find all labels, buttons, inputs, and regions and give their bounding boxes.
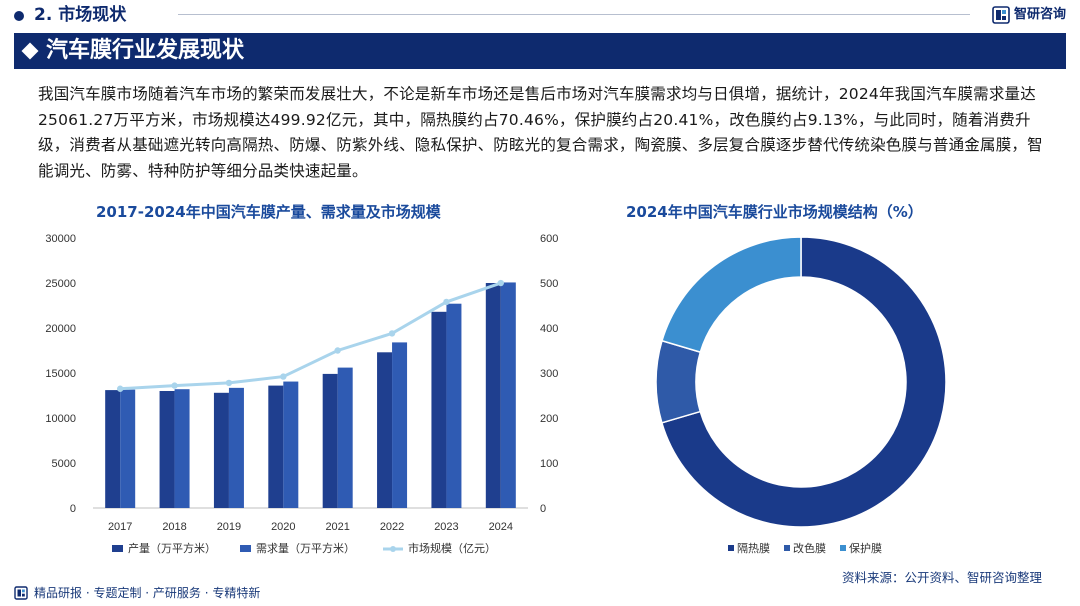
bar-demand — [337, 367, 353, 508]
y-right-tick-label: 600 — [540, 233, 558, 245]
bar-production — [213, 392, 229, 508]
y-left-tick-label: 0 — [70, 503, 76, 515]
brand-small-icon — [14, 586, 28, 600]
footer-services-text: 精品研报 · 专题定制 · 产研服务 · 专精特新 — [34, 586, 261, 600]
brand[interactable]: 智研咨询 — [992, 5, 1066, 25]
pie-chart-title: 2024年中国汽车膜行业市场规模结构（%） — [626, 203, 923, 221]
donut-legend-swatch — [784, 545, 790, 551]
bar-demand — [120, 389, 136, 508]
x-tick-label: 2017 — [108, 521, 132, 533]
donut-legend-swatch — [728, 545, 734, 551]
y-left-tick-label: 10000 — [45, 413, 76, 425]
donut-slice-3 — [661, 236, 802, 354]
header-divider — [178, 14, 970, 15]
x-tick-label: 2019 — [217, 521, 241, 533]
x-tick-label: 2024 — [489, 521, 513, 533]
bar-production — [485, 283, 501, 508]
market-size-point — [388, 330, 396, 337]
footer-services[interactable]: 精品研报 · 专题定制 · 产研服务 · 专精特新 — [14, 585, 260, 601]
donut-legend-label: 保护膜 — [849, 541, 882, 555]
legend-marker-market-size — [390, 546, 396, 552]
bar-demand — [446, 303, 462, 508]
x-tick-label: 2023 — [434, 521, 458, 533]
top-bar: 2. 市场现状 智研咨询 — [0, 0, 1080, 30]
y-right-tick-label: 0 — [540, 503, 546, 515]
x-tick-label: 2021 — [325, 521, 349, 533]
donut-legend-label: 隔热膜 — [737, 542, 770, 555]
bar-demand — [174, 389, 190, 508]
bar-production — [431, 311, 447, 508]
bullet-dot-icon — [14, 11, 24, 21]
market-size-point — [443, 298, 450, 306]
market-size-point — [116, 385, 124, 392]
bar-demand — [500, 282, 516, 508]
y-left-tick-label: 5000 — [52, 458, 76, 470]
bar-production — [268, 385, 284, 508]
legend-swatch-demand — [240, 545, 251, 552]
legend-label-market-size: 市场规模（亿元） — [408, 541, 496, 555]
donut-legend-swatch — [840, 545, 846, 551]
y-left-tick-label: 30000 — [45, 233, 76, 245]
legend-swatch-production — [112, 545, 123, 552]
bar-demand — [392, 342, 408, 508]
intro-paragraph: 我国汽车膜市场随着汽车市场的繁荣而发展壮大，不论是新车市场还是售后市场对汽车膜需… — [38, 85, 1043, 180]
bar-chart-title: 2017-2024年中国汽车膜产量、需求量及市场规模 — [96, 203, 441, 221]
bar-demand — [228, 387, 244, 508]
donut-slice-1 — [660, 236, 947, 528]
section-title: 2. 市场现状 — [34, 5, 127, 25]
market-size-point — [280, 373, 287, 380]
bar-production — [105, 390, 121, 508]
source-note: 资料来源：公开资料、智研咨询整理 — [841, 570, 1042, 585]
y-right-tick-label: 400 — [540, 323, 558, 335]
page-banner: 汽车膜行业发展现状 — [14, 33, 1066, 69]
bar-demand — [283, 381, 299, 508]
market-size-point — [334, 347, 341, 354]
bar-production — [159, 391, 175, 508]
y-right-tick-label: 300 — [540, 368, 558, 380]
bar-production — [377, 352, 393, 508]
donut-legend-label: 改色膜 — [793, 541, 826, 555]
x-tick-label: 2022 — [380, 521, 404, 533]
y-right-tick-label: 100 — [540, 458, 558, 470]
page-title: 汽车膜行业发展现状 — [46, 38, 245, 63]
brand-name: 智研咨询 — [1013, 7, 1066, 22]
donut-slice-2 — [655, 339, 702, 424]
y-left-tick-label: 25000 — [45, 278, 76, 290]
legend-label-production: 产量（万平方米） — [128, 541, 216, 555]
y-right-tick-label: 500 — [540, 278, 558, 290]
legend-label-demand: 需求量（万平方米） — [256, 541, 355, 555]
y-left-tick-label: 15000 — [45, 368, 76, 380]
market-size-point — [497, 279, 505, 287]
y-right-tick-label: 200 — [540, 413, 558, 425]
market-size-point — [171, 382, 178, 389]
line-market-size — [120, 281, 502, 391]
market-size-point — [225, 379, 233, 387]
bar-production — [322, 373, 338, 508]
x-tick-label: 2018 — [162, 521, 186, 533]
x-tick-label: 2020 — [271, 521, 295, 533]
brand-logo-icon — [992, 6, 1010, 24]
y-left-tick-label: 20000 — [45, 323, 76, 335]
